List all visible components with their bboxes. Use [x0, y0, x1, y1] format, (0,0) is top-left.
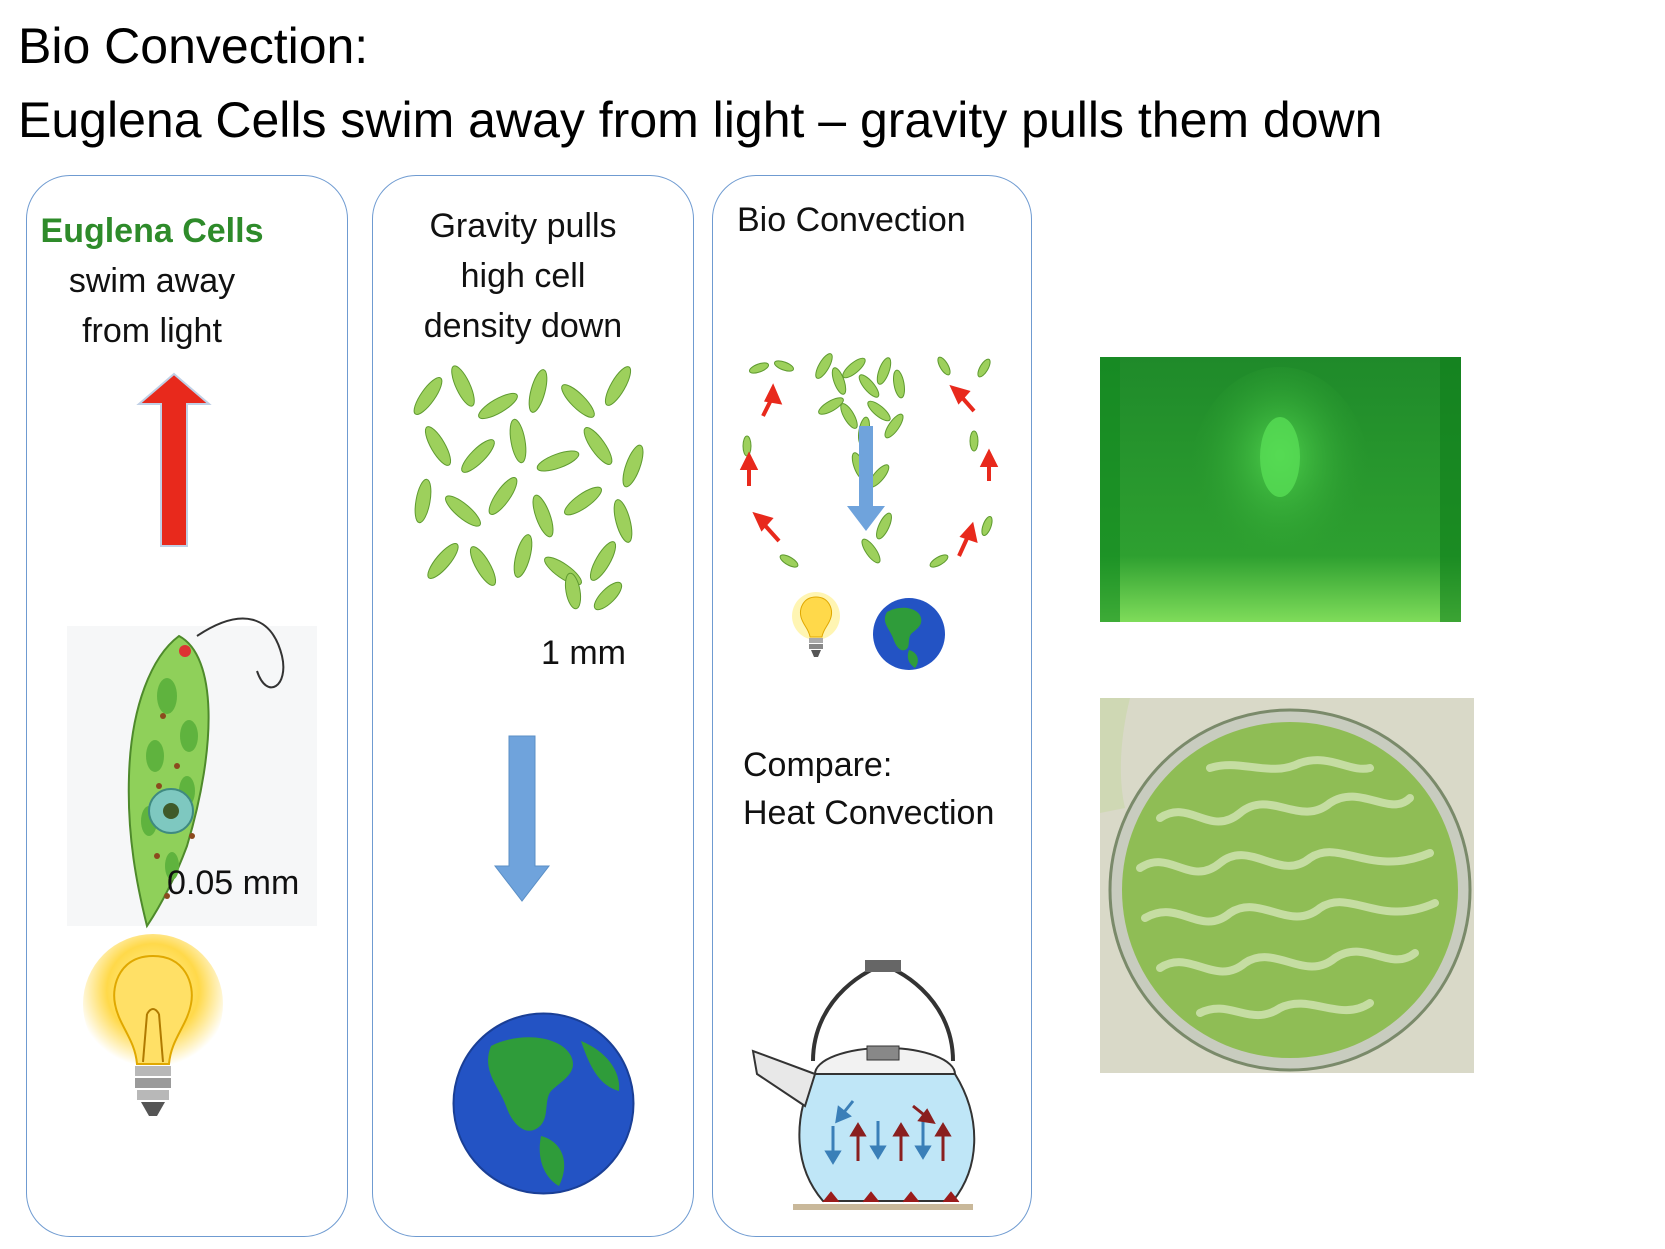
convection-pattern-image: [739, 353, 999, 568]
panel3-heading: Bio Convection: [737, 201, 966, 239]
page-subtitle: Euglena Cells swim away from light – gra…: [18, 92, 1383, 148]
panel-bio-convection: Bio Convection: [712, 175, 1032, 1237]
down-arrow-icon: [493, 735, 551, 902]
panel3-compare-label: Compare:: [743, 746, 893, 784]
panel1-line2: swim away: [68, 262, 236, 300]
panel3-heat-convection-label: Heat Convection: [743, 794, 995, 832]
panel2-scale-label: 1 mm: [541, 634, 626, 672]
bio-convection-photo-petri-dish: [1100, 698, 1474, 1073]
panel-euglena-cells: Euglena Cells swim away from light 0.05 …: [26, 175, 348, 1237]
panel2-line1: Gravity pulls: [429, 207, 617, 245]
euglena-icon: [67, 617, 317, 929]
cell-cluster-image: [413, 365, 644, 611]
up-arrow-icon: [136, 372, 212, 547]
panel1-text: Euglena Cells swim away from light: [27, 206, 277, 356]
panel-gravity: Gravity pulls high cell density down: [372, 175, 694, 1237]
panel2-text: Gravity pulls high cell density down: [373, 201, 673, 351]
kettle-icon: [751, 960, 976, 1210]
lightbulb-icon: [83, 934, 223, 1116]
bio-convection-photo-side-view: [1100, 357, 1461, 622]
panel2-line3: density down: [423, 307, 623, 345]
small-earth-icon: [873, 598, 945, 670]
small-lightbulb-icon: [792, 592, 840, 657]
panel2-line2: high cell: [460, 257, 586, 295]
panel1-line3: from light: [82, 312, 222, 350]
panel1-scale-label: 0.05 mm: [167, 864, 300, 902]
earth-icon: [452, 1012, 635, 1195]
panel1-heading: Euglena Cells: [40, 212, 264, 250]
page-title: Bio Convection:: [18, 18, 369, 74]
